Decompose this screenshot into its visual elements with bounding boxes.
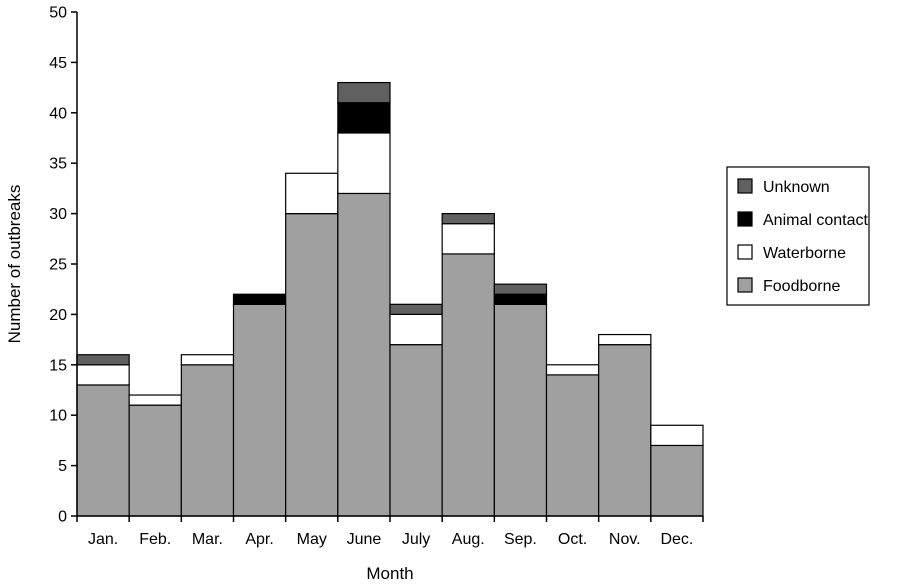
legend-swatch — [737, 277, 753, 293]
bar-segment-unknown — [337, 81, 391, 104]
x-tick-label: Dec. — [660, 531, 693, 548]
y-axis-title: Number of outbreaks — [5, 185, 24, 344]
bar-segment-foodborne — [389, 344, 443, 517]
y-axis-ticks: 0 5 10 15 20 25 30 35 40 45 50 — [49, 5, 77, 526]
x-axis-title: Month — [366, 564, 413, 583]
x-tick-label: Mar. — [192, 531, 223, 548]
legend-label: Foodborne — [763, 278, 840, 295]
bar-segment-waterborne — [180, 354, 235, 366]
bar-segment-foodborne — [598, 344, 652, 517]
legend-swatch — [737, 211, 753, 227]
legend-swatch — [737, 178, 753, 194]
bar-segment-unknown — [441, 213, 495, 225]
bar-segment-waterborne — [650, 424, 704, 447]
bar-segment-animal-contact — [493, 293, 548, 305]
bars — [76, 81, 704, 517]
bar-segment-foodborne — [650, 444, 704, 517]
y-tick-label: 50 — [49, 5, 67, 22]
bar-segment-animal-contact — [337, 102, 391, 134]
x-tick-label: June — [347, 531, 382, 548]
bar-segment-waterborne — [598, 333, 652, 346]
bar-segment-foodborne — [76, 384, 130, 517]
x-tick-label: Nov. — [609, 531, 641, 548]
x-tick-label: Oct. — [558, 531, 587, 548]
y-tick-label: 10 — [49, 408, 67, 425]
bar-segment-waterborne — [337, 132, 391, 195]
bar-segment-waterborne — [545, 364, 600, 376]
bar-segment-foodborne — [441, 253, 495, 517]
bar-segment-foodborne — [232, 303, 287, 517]
x-tick-label: Apr. — [245, 531, 273, 548]
bar-segment-waterborne — [389, 313, 443, 346]
x-tick-label: July — [402, 531, 430, 548]
bar-segment-foodborne — [337, 192, 391, 517]
y-tick-label: 25 — [49, 257, 67, 274]
bar-segment-unknown — [389, 303, 443, 316]
legend-label: Animal contact — [763, 212, 868, 229]
bar-segment-animal-contact — [232, 293, 287, 305]
y-tick-label: 0 — [58, 509, 67, 526]
y-tick-label: 30 — [49, 206, 67, 223]
bar-segment-foodborne — [285, 213, 339, 517]
x-tick-label: Jan. — [88, 531, 118, 548]
legend-label: Waterborne — [763, 245, 846, 262]
bar-segment-foodborne — [493, 303, 548, 517]
y-tick-label: 45 — [49, 55, 67, 72]
bar-segment-waterborne — [285, 172, 339, 215]
y-tick-label: 15 — [49, 357, 67, 374]
x-tick-label: Aug. — [452, 531, 485, 548]
legend: Unknown Animal contact Waterborne Foodborne — [726, 166, 870, 306]
legend-label: Unknown — [763, 179, 830, 196]
bar-segment-unknown — [493, 283, 548, 295]
x-axis-ticks: Jan. Feb. Mar. Apr. May June July Aug. Sep. Oct. N… — [76, 516, 704, 548]
bar-segment-foodborne — [128, 404, 182, 517]
bar-segment-foodborne — [545, 374, 600, 517]
x-tick-label: May — [297, 531, 327, 548]
y-tick-label: 5 — [58, 458, 67, 475]
bar-segment-waterborne — [76, 364, 130, 386]
bar-segment-foodborne — [180, 364, 235, 517]
y-tick-label: 35 — [49, 156, 67, 173]
x-tick-label: Sep. — [504, 531, 537, 548]
x-tick-label: Feb. — [139, 531, 171, 548]
bar-segment-waterborne — [128, 394, 182, 406]
y-tick-label: 20 — [49, 307, 67, 324]
legend-swatch — [737, 244, 753, 260]
bar-segment-unknown — [76, 354, 130, 366]
y-tick-label: 40 — [49, 105, 67, 122]
bar-segment-waterborne — [441, 223, 495, 255]
